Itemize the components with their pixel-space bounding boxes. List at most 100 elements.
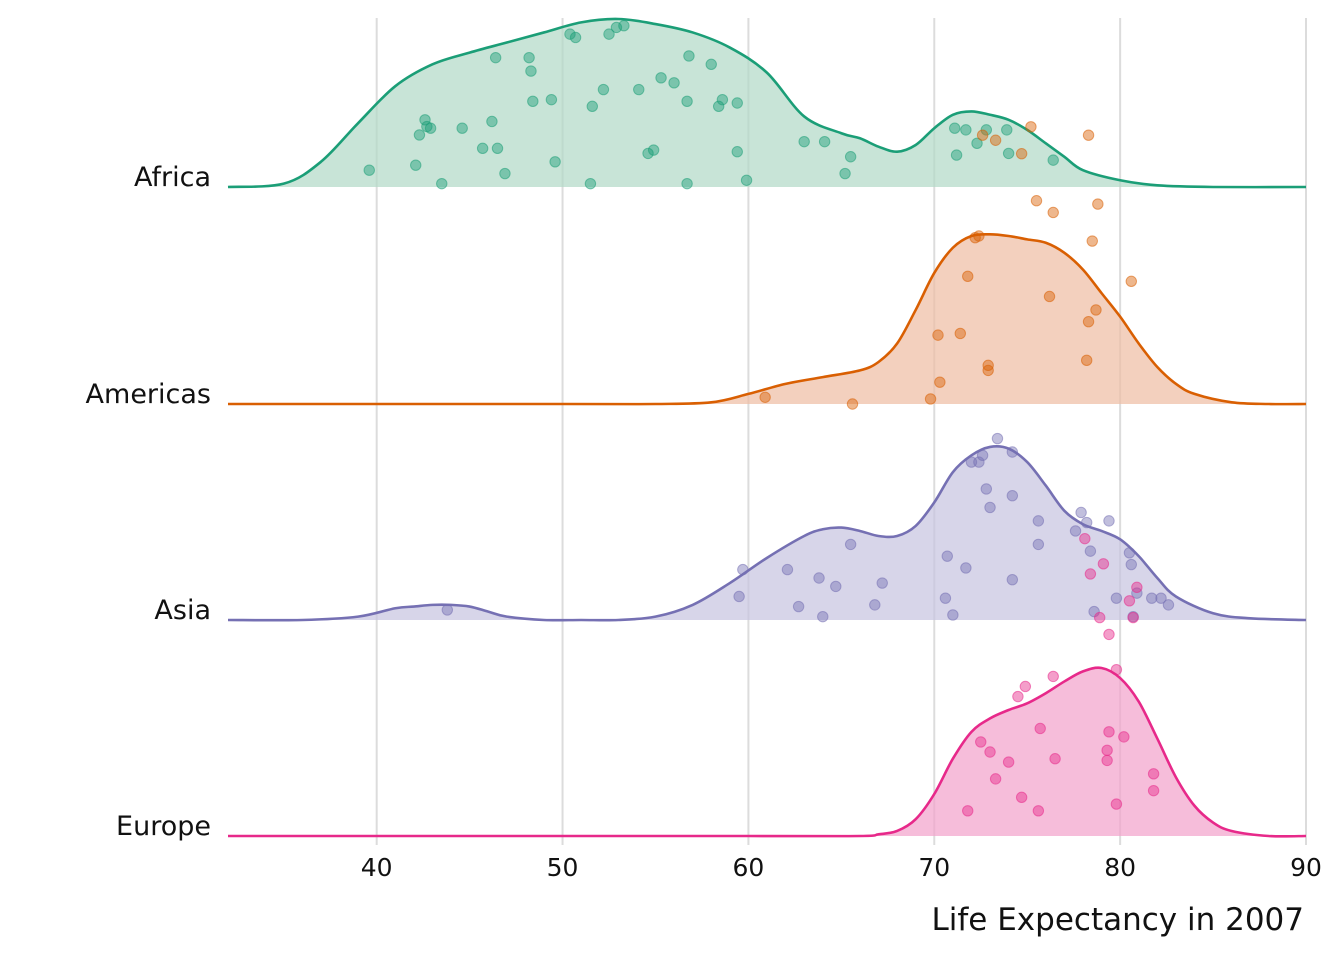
ridge-africa <box>227 17 1307 190</box>
data-point-europe <box>1019 680 1032 693</box>
data-point-europe <box>1049 753 1061 765</box>
data-point-europe <box>1110 663 1123 676</box>
data-point-americas <box>1082 129 1095 141</box>
ridge-americas <box>227 121 1307 410</box>
data-point-europe <box>1101 744 1113 757</box>
data-point-europe <box>1012 690 1024 703</box>
category-label-asia: Asia <box>154 595 211 626</box>
data-point-americas <box>1047 206 1059 219</box>
data-point-asia <box>733 590 745 603</box>
data-point-americas <box>1015 147 1028 160</box>
data-point-europe <box>1034 722 1046 735</box>
x-axis-title: Life Expectancy in 2007 <box>932 902 1305 938</box>
data-point-europe <box>984 746 996 758</box>
data-point-europe <box>1032 805 1045 817</box>
x-tick-label: 80 <box>1104 853 1136 882</box>
data-point-europe <box>1123 595 1136 607</box>
data-point-asia <box>991 432 1004 445</box>
data-point-africa <box>603 28 615 40</box>
data-point-africa <box>839 167 851 180</box>
data-point-asia <box>960 562 972 574</box>
data-point-asia <box>1080 516 1093 529</box>
x-tick-label: 60 <box>733 853 765 882</box>
data-point-africa <box>569 31 582 44</box>
ridge-area-africa <box>228 18 1306 188</box>
data-point-africa <box>489 51 502 64</box>
data-point-asia <box>1006 573 1019 586</box>
ridge-area-americas <box>228 234 1306 405</box>
data-point-asia <box>869 599 881 611</box>
data-point-europe <box>975 736 987 748</box>
data-point-asia <box>1155 592 1167 604</box>
category-label-africa: Africa <box>134 162 211 193</box>
data-point-africa <box>597 83 610 96</box>
data-point-asia <box>1006 446 1019 458</box>
x-axis-ticks: 40 50 60 70 80 90 <box>361 853 1322 882</box>
data-point-africa <box>436 177 448 190</box>
data-point-africa <box>584 177 597 190</box>
data-point-asia <box>830 580 842 593</box>
data-point-africa <box>410 159 422 171</box>
data-point-africa <box>1001 124 1013 136</box>
data-point-europe <box>1103 726 1115 738</box>
data-point-africa <box>476 142 489 155</box>
x-tick-label: 40 <box>361 853 393 882</box>
data-point-europe <box>962 805 974 817</box>
data-point-americas <box>976 129 989 141</box>
data-point-africa <box>549 156 561 168</box>
data-point-asia <box>1125 558 1137 571</box>
ridge-line-africa <box>227 17 1307 189</box>
data-point-americas <box>934 376 946 388</box>
data-point-americas <box>1080 354 1093 367</box>
data-point-asia <box>441 604 454 616</box>
data-point-asia <box>813 572 825 584</box>
data-point-asia <box>973 456 985 468</box>
data-point-africa <box>363 164 375 176</box>
data-point-africa <box>655 72 667 84</box>
data-point-europe <box>1093 611 1106 624</box>
data-point-europe <box>1015 791 1028 804</box>
data-point-africa <box>647 144 660 156</box>
data-point-europe <box>1103 628 1115 641</box>
data-point-europe <box>1118 731 1130 743</box>
data-point-africa <box>818 135 831 148</box>
data-point-americas <box>973 230 985 242</box>
data-point-asia <box>1084 545 1097 557</box>
data-point-europe <box>1079 532 1091 545</box>
data-point-asia <box>876 577 888 589</box>
data-point-europe <box>1084 568 1097 580</box>
data-point-americas <box>1125 275 1137 288</box>
data-point-americas <box>759 391 771 403</box>
data-point-africa <box>525 65 537 77</box>
data-point-asia <box>817 610 829 623</box>
data-point-africa <box>740 174 753 186</box>
data-point-asia <box>737 563 749 576</box>
data-point-asia <box>1162 599 1175 611</box>
data-point-africa <box>527 95 539 108</box>
data-point-africa <box>586 100 598 113</box>
data-point-africa <box>731 146 743 158</box>
data-point-asia <box>1006 489 1019 502</box>
data-point-africa <box>618 20 630 32</box>
ridge-line-americas <box>227 232 1307 406</box>
ridge-europe <box>228 532 1307 838</box>
data-point-africa <box>419 114 431 126</box>
data-point-africa <box>705 58 717 71</box>
ridge-area-europe <box>228 667 1306 837</box>
data-point-africa <box>716 93 729 106</box>
data-point-africa <box>564 28 576 40</box>
data-point-americas <box>1030 195 1043 207</box>
data-point-europe <box>989 773 1002 785</box>
data-point-africa <box>683 50 695 62</box>
data-point-africa <box>456 122 468 134</box>
data-point-africa <box>798 135 810 148</box>
data-point-europe <box>1002 756 1015 768</box>
data-point-africa <box>642 147 654 160</box>
data-point-americas <box>962 270 974 283</box>
data-point-europe <box>1110 798 1123 810</box>
data-point-europe <box>1101 754 1113 767</box>
data-point-africa <box>633 83 645 96</box>
data-point-africa <box>712 100 725 113</box>
data-point-asia <box>947 609 959 621</box>
